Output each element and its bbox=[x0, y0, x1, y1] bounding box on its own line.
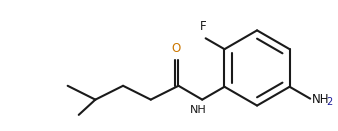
Text: O: O bbox=[172, 42, 181, 55]
Text: NH: NH bbox=[190, 105, 207, 115]
Text: 2: 2 bbox=[326, 97, 332, 107]
Text: F: F bbox=[200, 20, 207, 33]
Text: NH: NH bbox=[312, 93, 330, 106]
